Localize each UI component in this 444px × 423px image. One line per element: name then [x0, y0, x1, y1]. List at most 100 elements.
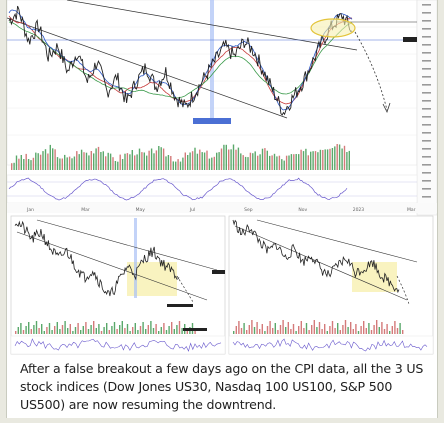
volume-bar-left — [121, 321, 123, 334]
volume-bar-left — [61, 325, 64, 334]
volume-bar — [242, 155, 244, 170]
time-axis-label: May — [136, 207, 146, 213]
volume-bar — [322, 150, 324, 170]
volume-bar — [218, 152, 220, 170]
price-axis-tick — [422, 52, 431, 54]
volume-bar — [85, 152, 88, 170]
volume-bar — [201, 152, 203, 170]
volume-bar — [295, 154, 297, 170]
volume-bar-right — [339, 330, 341, 334]
volume-bar-left — [160, 327, 162, 334]
volume-bar — [338, 144, 341, 170]
marker-label — [193, 118, 231, 124]
volume-bar — [117, 161, 119, 170]
volume-bar — [83, 152, 85, 170]
volume-bar — [155, 150, 158, 170]
volume-bar — [30, 160, 32, 170]
volume-bar — [20, 155, 22, 170]
volume-bar — [179, 161, 182, 170]
volume-bar — [223, 144, 225, 170]
volume-bar-right — [337, 323, 339, 334]
volume-bar — [78, 154, 80, 170]
volume-bar — [32, 157, 35, 170]
price-axis-tick — [422, 76, 431, 78]
volume-bar-right — [285, 327, 287, 334]
volume-bar — [102, 151, 104, 170]
volume-bar — [64, 154, 66, 170]
main-volume-panel — [11, 144, 350, 170]
stock-indices-charts: Jan Mar May Jul Sep Nov 2023 Mar — [7, 0, 437, 356]
volume-bar-right — [350, 322, 352, 334]
volume-bar-right — [233, 331, 235, 334]
volume-bar — [235, 149, 237, 170]
price-axis-tick — [422, 44, 431, 46]
volume-bar-left — [108, 330, 110, 334]
volume-bar — [172, 161, 174, 170]
volume-bar-left — [46, 327, 48, 334]
volume-bar — [93, 153, 95, 170]
volume-bar-left — [142, 322, 144, 334]
volume-bar-left — [132, 327, 134, 334]
oscillator-line — [8, 177, 348, 201]
volume-bar — [187, 155, 189, 170]
volume-bar-right — [251, 320, 253, 334]
volume-bar — [182, 157, 184, 170]
volume-bar — [252, 153, 254, 170]
price-axis-tick — [422, 84, 431, 86]
volume-bar-left — [87, 329, 90, 334]
volume-bar-left — [168, 326, 170, 334]
volume-bar — [23, 159, 25, 170]
volume-bar-right — [295, 331, 297, 334]
price-axis — [416, 0, 437, 216]
volume-bar-right — [394, 321, 396, 334]
main-price-panel — [7, 0, 437, 216]
volume-bar — [307, 155, 309, 170]
volume-bar-left — [43, 331, 45, 334]
volume-bar-left — [152, 328, 155, 334]
time-axis: Jan Mar May Jul Sep Nov 2023 Mar — [7, 203, 437, 213]
time-axis-label: Jul — [189, 207, 195, 213]
price-axis-tick — [422, 148, 431, 150]
volume-bar — [146, 155, 148, 170]
volume-bar-left — [181, 328, 183, 334]
volume-bar — [300, 149, 302, 170]
price-axis-tick — [422, 100, 431, 102]
volume-bar — [208, 158, 211, 170]
time-axis-label: 2023 — [353, 207, 365, 213]
volume-bar — [136, 154, 138, 170]
price-axis-tick — [422, 196, 431, 198]
volume-bar — [230, 149, 232, 170]
volume-bar-left — [137, 330, 139, 334]
volume-bar-left — [139, 326, 142, 334]
volume-bar — [266, 150, 268, 170]
volume-bar — [225, 144, 227, 170]
volume-bar — [100, 152, 102, 170]
volume-bar-left — [64, 321, 66, 334]
volume-bar-right — [363, 321, 365, 334]
volume-bar — [194, 147, 196, 170]
volume-bar — [257, 155, 259, 170]
volume-bar — [35, 152, 37, 170]
volume-bar-right — [326, 331, 328, 334]
volume-bar-left — [111, 326, 113, 334]
volume-bar — [114, 161, 117, 170]
volume-bar-right — [282, 320, 284, 334]
volume-bar-left — [69, 324, 71, 334]
volume-bar-left — [186, 331, 188, 334]
volume-bar-right — [391, 326, 393, 334]
volume-bar — [302, 151, 305, 170]
price-axis-tick — [422, 28, 431, 30]
volume-bar — [237, 147, 240, 170]
volume-bar-left — [74, 327, 77, 334]
volume-bar — [211, 157, 213, 170]
vertical-marker-left — [134, 218, 137, 298]
volume-bar-left — [126, 324, 129, 334]
volume-bar-right — [355, 324, 357, 334]
volume-bar — [336, 144, 338, 170]
volume-bar — [269, 155, 271, 170]
volume-bar — [298, 154, 300, 170]
chart-image: Jan Mar May Jul Sep Nov 2023 Mar — [7, 0, 437, 356]
volume-bar-right — [269, 321, 271, 334]
volume-bar — [348, 150, 350, 170]
